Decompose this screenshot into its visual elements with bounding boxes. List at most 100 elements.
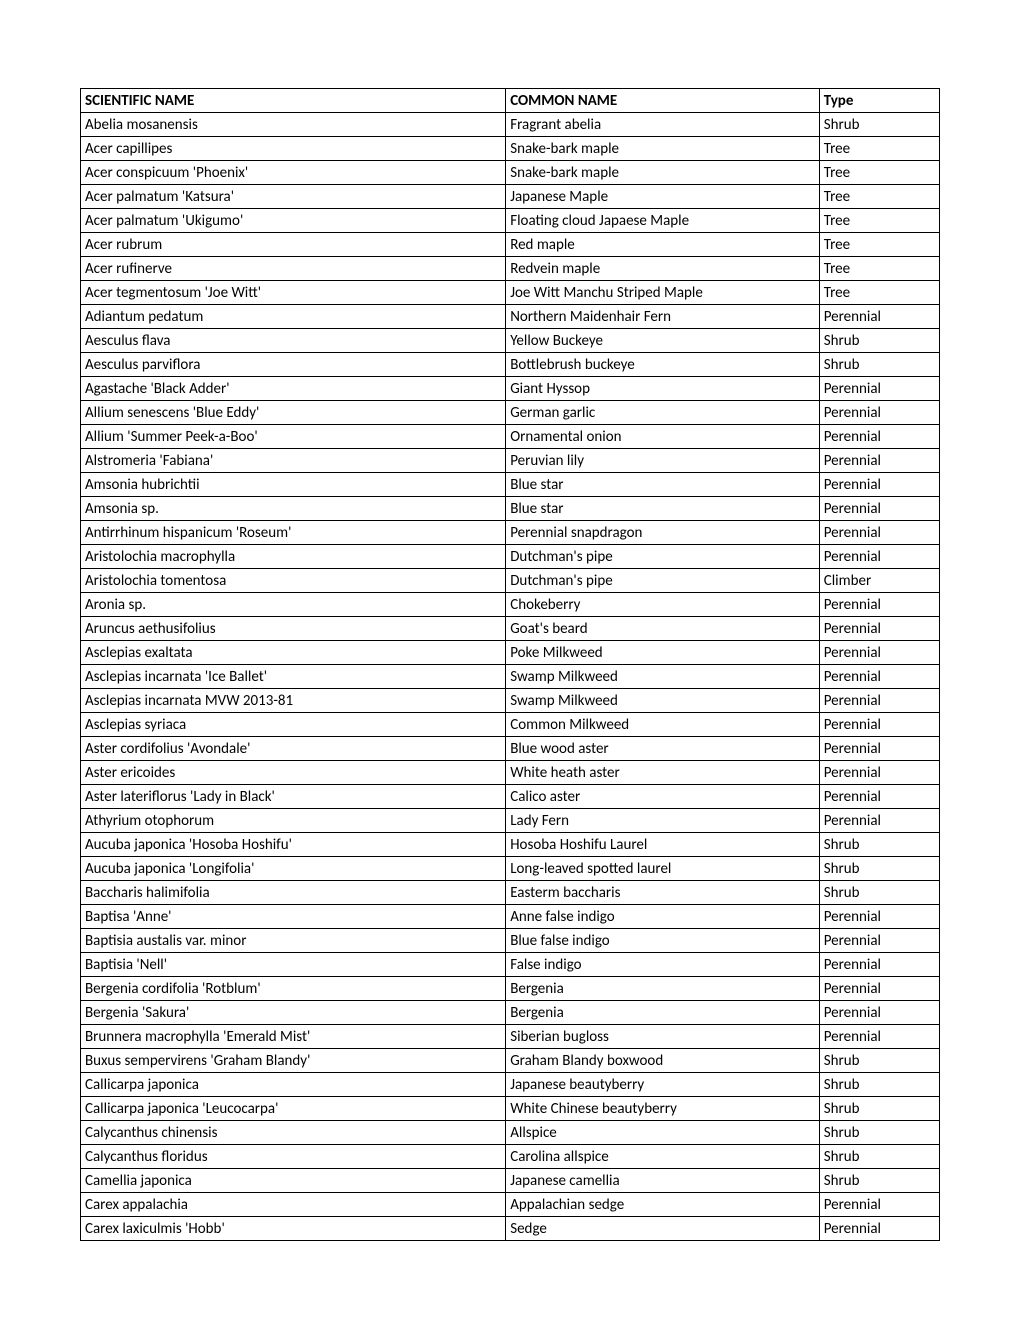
table-row: Aruncus aethusifoliusGoat's beardPerenni… — [81, 617, 940, 641]
cell-type: Shrub — [819, 857, 939, 881]
cell-scientific-name: Allium 'Summer Peek-a-Boo' — [81, 425, 506, 449]
table-row: Aster cordifolius 'Avondale'Blue wood as… — [81, 737, 940, 761]
cell-common-name: Perennial snapdragon — [506, 521, 820, 545]
cell-common-name: Bottlebrush buckeye — [506, 353, 820, 377]
cell-type: Perennial — [819, 1001, 939, 1025]
table-row: Aesculus parvifloraBottlebrush buckeyeSh… — [81, 353, 940, 377]
cell-common-name: Siberian bugloss — [506, 1025, 820, 1049]
cell-type: Perennial — [819, 785, 939, 809]
cell-type: Shrub — [819, 1169, 939, 1193]
cell-common-name: Joe Witt Manchu Striped Maple — [506, 281, 820, 305]
cell-common-name: Carolina allspice — [506, 1145, 820, 1169]
cell-common-name: Redvein maple — [506, 257, 820, 281]
cell-common-name: Japanese Maple — [506, 185, 820, 209]
cell-scientific-name: Aucuba japonica 'Hosoba Hoshifu' — [81, 833, 506, 857]
cell-type: Tree — [819, 257, 939, 281]
cell-type: Perennial — [819, 929, 939, 953]
cell-type: Tree — [819, 281, 939, 305]
cell-type: Perennial — [819, 521, 939, 545]
cell-common-name: Northern Maidenhair Fern — [506, 305, 820, 329]
cell-common-name: Blue false indigo — [506, 929, 820, 953]
cell-type: Perennial — [819, 1025, 939, 1049]
cell-type: Perennial — [819, 473, 939, 497]
cell-common-name: Blue wood aster — [506, 737, 820, 761]
cell-scientific-name: Aesculus flava — [81, 329, 506, 353]
cell-scientific-name: Acer capillipes — [81, 137, 506, 161]
cell-type: Shrub — [819, 1121, 939, 1145]
cell-common-name: Ornamental onion — [506, 425, 820, 449]
cell-type: Perennial — [819, 449, 939, 473]
cell-common-name: Dutchman's pipe — [506, 545, 820, 569]
cell-type: Perennial — [819, 1193, 939, 1217]
table-row: Acer palmatum 'Katsura'Japanese MapleTre… — [81, 185, 940, 209]
cell-common-name: Calico aster — [506, 785, 820, 809]
cell-common-name: German garlic — [506, 401, 820, 425]
cell-scientific-name: Asclepias exaltata — [81, 641, 506, 665]
cell-common-name: Hosoba Hoshifu Laurel — [506, 833, 820, 857]
table-row: Baptisia 'Nell'False indigoPerennial — [81, 953, 940, 977]
table-row: Acer conspicuum 'Phoenix'Snake-bark mapl… — [81, 161, 940, 185]
table-row: Abelia mosanensisFragrant abeliaShrub — [81, 113, 940, 137]
cell-type: Tree — [819, 209, 939, 233]
cell-common-name: False indigo — [506, 953, 820, 977]
cell-scientific-name: Camellia japonica — [81, 1169, 506, 1193]
cell-scientific-name: Aster lateriflorus 'Lady in Black' — [81, 785, 506, 809]
table-row: Acer tegmentosum 'Joe Witt'Joe Witt Manc… — [81, 281, 940, 305]
table-row: Aristolochia macrophyllaDutchman's pipeP… — [81, 545, 940, 569]
cell-scientific-name: Aesculus parviflora — [81, 353, 506, 377]
table-row: Baccharis halimifoliaEasterm baccharisSh… — [81, 881, 940, 905]
table-row: Aucuba japonica 'Hosoba Hoshifu'Hosoba H… — [81, 833, 940, 857]
cell-scientific-name: Calycanthus chinensis — [81, 1121, 506, 1145]
cell-type: Perennial — [819, 689, 939, 713]
cell-scientific-name: Acer conspicuum 'Phoenix' — [81, 161, 506, 185]
cell-type: Perennial — [819, 809, 939, 833]
table-row: Aronia sp.ChokeberryPerennial — [81, 593, 940, 617]
table-row: Buxus sempervirens 'Graham Blandy'Graham… — [81, 1049, 940, 1073]
table-row: Camellia japonicaJapanese camelliaShrub — [81, 1169, 940, 1193]
cell-common-name: Goat's beard — [506, 617, 820, 641]
cell-scientific-name: Aruncus aethusifolius — [81, 617, 506, 641]
cell-type: Shrub — [819, 881, 939, 905]
cell-type: Perennial — [819, 641, 939, 665]
cell-type: Climber — [819, 569, 939, 593]
table-row: Bergenia 'Sakura'BergeniaPerennial — [81, 1001, 940, 1025]
table-row: Baptisa 'Anne'Anne false indigoPerennial — [81, 905, 940, 929]
cell-common-name: Blue star — [506, 497, 820, 521]
cell-scientific-name: Aristolochia tomentosa — [81, 569, 506, 593]
cell-common-name: Swamp Milkweed — [506, 689, 820, 713]
cell-scientific-name: Aristolochia macrophylla — [81, 545, 506, 569]
cell-type: Perennial — [819, 305, 939, 329]
table-row: Asclepias exaltataPoke MilkweedPerennial — [81, 641, 940, 665]
table-row: Baptisia austalis var. minorBlue false i… — [81, 929, 940, 953]
cell-scientific-name: Bergenia 'Sakura' — [81, 1001, 506, 1025]
header-row: SCIENTIFIC NAME COMMON NAME Type — [81, 89, 940, 113]
cell-type: Tree — [819, 233, 939, 257]
table-row: Allium senescens 'Blue Eddy'German garli… — [81, 401, 940, 425]
cell-common-name: Poke Milkweed — [506, 641, 820, 665]
cell-common-name: Snake-bark maple — [506, 137, 820, 161]
cell-type: Perennial — [819, 593, 939, 617]
cell-scientific-name: Acer rufinerve — [81, 257, 506, 281]
cell-scientific-name: Acer palmatum 'Katsura' — [81, 185, 506, 209]
table-row: Carex appalachiaAppalachian sedgePerenni… — [81, 1193, 940, 1217]
table-row: Aristolochia tomentosaDutchman's pipeCli… — [81, 569, 940, 593]
table-body: Abelia mosanensisFragrant abeliaShrubAce… — [81, 113, 940, 1241]
cell-common-name: White Chinese beautyberry — [506, 1097, 820, 1121]
table-row: Acer palmatum 'Ukigumo'Floating cloud Ja… — [81, 209, 940, 233]
cell-common-name: Bergenia — [506, 1001, 820, 1025]
cell-common-name: Bergenia — [506, 977, 820, 1001]
table-row: Acer rufinerveRedvein mapleTree — [81, 257, 940, 281]
cell-type: Shrub — [819, 329, 939, 353]
cell-scientific-name: Carex laxiculmis 'Hobb' — [81, 1217, 506, 1241]
col-scientific-name: SCIENTIFIC NAME — [81, 89, 506, 113]
table-row: Asclepias incarnata MVW 2013-81Swamp Mil… — [81, 689, 940, 713]
cell-common-name: Allspice — [506, 1121, 820, 1145]
cell-common-name: Graham Blandy boxwood — [506, 1049, 820, 1073]
cell-common-name: Yellow Buckeye — [506, 329, 820, 353]
cell-type: Tree — [819, 185, 939, 209]
table-row: Callicarpa japonica 'Leucocarpa'White Ch… — [81, 1097, 940, 1121]
cell-scientific-name: Buxus sempervirens 'Graham Blandy' — [81, 1049, 506, 1073]
table-row: Alstromeria 'Fabiana'Peruvian lilyPerenn… — [81, 449, 940, 473]
cell-type: Perennial — [819, 977, 939, 1001]
cell-scientific-name: Asclepias incarnata MVW 2013-81 — [81, 689, 506, 713]
